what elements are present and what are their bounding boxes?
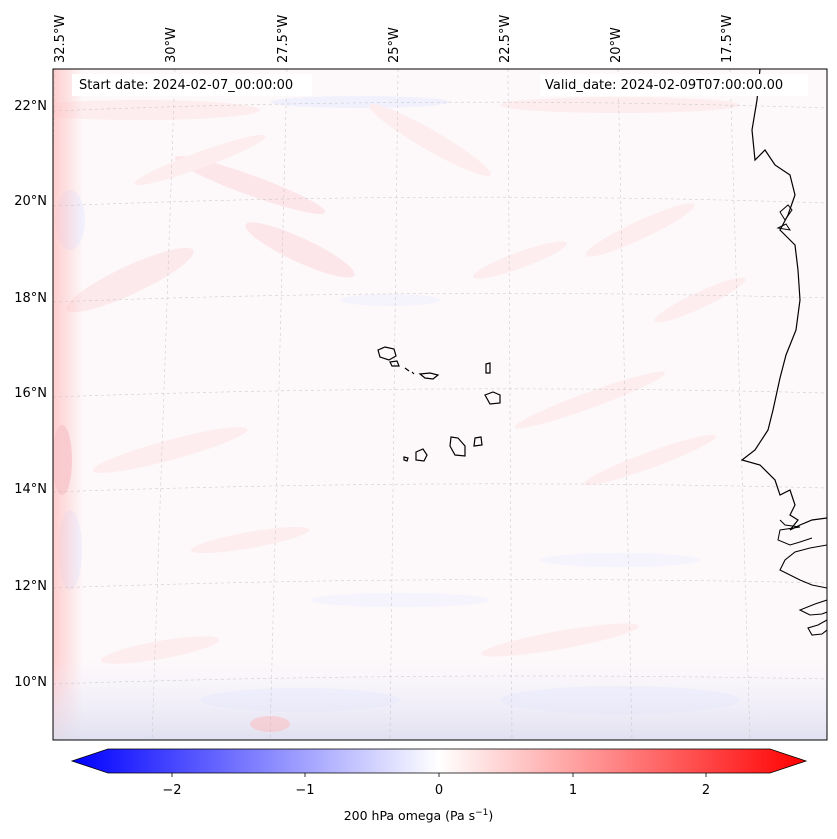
lat-label: 22°N xyxy=(14,99,47,114)
lat-label: 10°N xyxy=(14,675,47,690)
coast-island-west xyxy=(776,204,793,231)
lon-label: 27.5°W xyxy=(276,14,291,63)
lat-label: 20°N xyxy=(14,194,47,209)
map-frame xyxy=(52,68,828,741)
lat-label: 16°N xyxy=(14,386,47,401)
cape-verde-islands xyxy=(377,346,501,462)
start-date-text: Start date: 2024-02-07_00:00:00 xyxy=(79,78,294,93)
lon-label: 25°W xyxy=(387,27,402,63)
colorbar-tick-label: 0 xyxy=(434,783,444,798)
colorbar-title-close: ) xyxy=(488,808,494,824)
africa-coastline xyxy=(740,69,827,531)
colorbar xyxy=(70,748,808,777)
omega-field xyxy=(53,69,827,740)
africa-coastline-south xyxy=(779,544,827,636)
lon-label: 32.5°W xyxy=(53,14,68,63)
colorbar-tick-label: 1 xyxy=(568,783,578,798)
colorbar-tick-label: 2 xyxy=(701,783,711,798)
coast-inlet xyxy=(777,519,813,546)
colorbar-tick-label: −1 xyxy=(295,783,315,798)
lat-label: 14°N xyxy=(14,482,47,497)
lat-label: 18°N xyxy=(14,291,47,306)
lon-label: 22.5°W xyxy=(498,14,513,63)
start-date-box xyxy=(72,74,312,96)
lon-label: 30°W xyxy=(164,27,179,63)
valid-date-text: Valid_date: 2024-02-09T07:00:00.00 xyxy=(545,78,784,93)
colorbar-title-text: 200 hPa omega (Pa s xyxy=(343,808,476,824)
colorbar-tick-label: −2 xyxy=(162,783,182,798)
lon-label: 20°W xyxy=(609,27,624,63)
lon-label: 17.5°W xyxy=(720,14,735,63)
valid-date-box xyxy=(540,74,808,96)
graticule xyxy=(53,69,827,740)
colorbar-title: 200 hPa omega (Pa s−1) xyxy=(0,808,837,823)
colorbar-title-exponent: −1 xyxy=(475,808,489,818)
lat-label: 12°N xyxy=(14,579,47,594)
